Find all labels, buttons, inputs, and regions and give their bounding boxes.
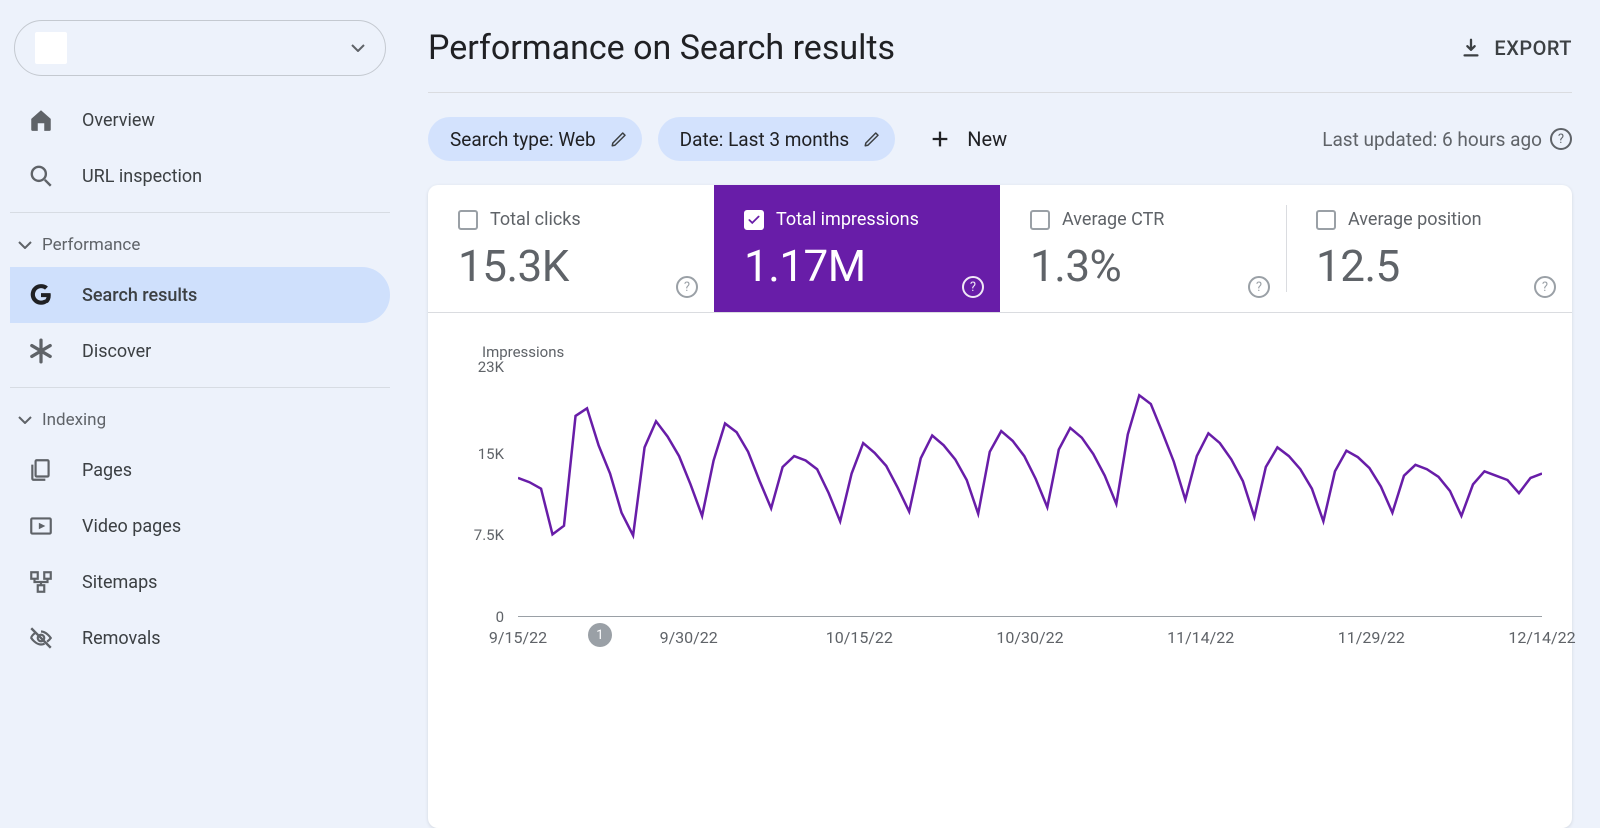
sidebar-item-label: Sitemaps [82, 572, 157, 593]
last-updated: Last updated: 6 hours ago ? [1322, 128, 1572, 151]
metric-label: Total clicks [490, 209, 581, 230]
plot-area[interactable]: 1 [518, 367, 1542, 617]
sidebar: Overview URL inspection Performance Search… [0, 0, 400, 828]
chip-label: Search type: Web [450, 128, 596, 151]
download-icon [1460, 37, 1482, 59]
sidebar-item-discover[interactable]: Discover [10, 323, 390, 379]
metric-value: 1.3% [1030, 240, 1262, 292]
metrics-row: Total clicks 15.3K? Total impressions 1.17M… [428, 185, 1572, 313]
main: Performance on Search results EXPORT Sea… [400, 0, 1600, 828]
plus-icon [929, 128, 951, 150]
y-tick-label: 0 [458, 608, 504, 626]
metric-average-ctr[interactable]: Average CTR 1.3%? [1000, 185, 1286, 312]
x-tick-label: 9/30/22 [660, 628, 718, 647]
sidebar-item-label: Video pages [82, 516, 181, 537]
y-tick-label: 23K [458, 358, 504, 376]
new-label: New [967, 127, 1007, 151]
pencil-icon [861, 128, 883, 150]
sidebar-item-sitemaps[interactable]: Sitemaps [10, 554, 390, 610]
chart-area: Impressions 23K 15K 7.5K 0 1 9/15/22 9/30/22… [428, 313, 1572, 828]
metric-label: Average position [1348, 209, 1482, 230]
page-title: Performance on Search results [428, 28, 895, 68]
pencil-icon [608, 128, 630, 150]
checkbox-icon [1316, 210, 1336, 230]
y-tick-label: 15K [458, 445, 504, 463]
metric-value: 12.5 [1316, 240, 1548, 292]
hidden-icon [28, 625, 54, 651]
filter-chip-date[interactable]: Date: Last 3 months [658, 117, 896, 161]
sidebar-item-removals[interactable]: Removals [10, 610, 390, 666]
sidebar-item-pages[interactable]: Pages [10, 442, 390, 498]
section-header-performance[interactable]: Performance [10, 221, 390, 267]
x-tick-label: 12/14/22 [1508, 628, 1575, 647]
sidebar-item-label: Removals [82, 628, 161, 649]
divider [10, 212, 390, 213]
chart-line [518, 367, 1542, 617]
x-tick-label: 11/29/22 [1338, 628, 1405, 647]
performance-card: Total clicks 15.3K? Total impressions 1.17M… [428, 185, 1572, 828]
x-tick-label: 9/15/22 [489, 628, 547, 647]
export-label: EXPORT [1494, 36, 1572, 60]
y-axis: 23K15K7.5K0 [458, 367, 514, 617]
help-icon[interactable]: ? [1534, 276, 1556, 298]
export-button[interactable]: EXPORT [1460, 36, 1572, 60]
asterisk-icon [28, 338, 54, 364]
x-tick-label: 10/15/22 [826, 628, 893, 647]
google-icon [28, 282, 54, 308]
checkbox-icon [458, 210, 478, 230]
help-icon[interactable]: ? [676, 276, 698, 298]
checkbox-icon [1030, 210, 1050, 230]
sidebar-item-search-results[interactable]: Search results [10, 267, 390, 323]
metric-average-position[interactable]: Average position 12.5? [1286, 185, 1572, 312]
chevron-down-icon [18, 241, 32, 249]
metric-label: Total impressions [776, 209, 919, 230]
y-tick-label: 7.5K [458, 526, 504, 544]
chevron-down-icon [351, 44, 365, 52]
sidebar-item-overview[interactable]: Overview [10, 92, 390, 148]
x-axis: 9/15/229/30/2210/15/2210/30/2211/14/2211… [518, 619, 1542, 647]
metric-total-impressions[interactable]: Total impressions 1.17M? [714, 185, 1000, 312]
metric-value: 15.3K [458, 240, 690, 292]
help-icon[interactable]: ? [1550, 128, 1572, 150]
property-favicon [35, 32, 67, 64]
filter-row: Search type: Web Date: Last 3 months New… [428, 93, 1572, 185]
sidebar-item-label: Overview [82, 110, 155, 131]
sidebar-item-video-pages[interactable]: Video pages [10, 498, 390, 554]
home-icon [28, 107, 54, 133]
x-tick-label: 10/30/22 [996, 628, 1063, 647]
impressions-chart: 23K15K7.5K0 1 9/15/229/30/2210/15/2210/3… [458, 367, 1542, 647]
last-updated-text: Last updated: 6 hours ago [1322, 128, 1542, 151]
sidebar-item-label: Discover [82, 341, 151, 362]
help-icon[interactable]: ? [1248, 276, 1270, 298]
chip-label: Date: Last 3 months [680, 128, 850, 151]
section-title: Performance [42, 235, 140, 255]
search-icon [28, 163, 54, 189]
help-icon[interactable]: ? [962, 276, 984, 298]
metric-label: Average CTR [1062, 209, 1164, 230]
property-selector[interactable] [14, 20, 386, 76]
section-header-indexing[interactable]: Indexing [10, 396, 390, 442]
section-title: Indexing [42, 410, 106, 430]
x-axis-line [518, 616, 1542, 617]
sidebar-item-label: Search results [82, 285, 197, 306]
filter-chip-search-type[interactable]: Search type: Web [428, 117, 642, 161]
sidebar-item-url-inspection[interactable]: URL inspection [10, 148, 390, 204]
sidebar-item-label: URL inspection [82, 166, 202, 187]
chevron-down-icon [18, 416, 32, 424]
pages-icon [28, 457, 54, 483]
metric-value: 1.17M [744, 240, 976, 292]
sidebar-item-label: Pages [82, 460, 132, 481]
checkbox-icon [744, 210, 764, 230]
metric-total-clicks[interactable]: Total clicks 15.3K? [428, 185, 714, 312]
divider [10, 387, 390, 388]
title-row: Performance on Search results EXPORT [428, 20, 1572, 92]
sitemap-icon [28, 569, 54, 595]
new-filter-button[interactable]: New [921, 127, 1015, 151]
video-icon [28, 513, 54, 539]
x-tick-label: 11/14/22 [1167, 628, 1234, 647]
chart-y-axis-label: Impressions [482, 343, 1542, 361]
